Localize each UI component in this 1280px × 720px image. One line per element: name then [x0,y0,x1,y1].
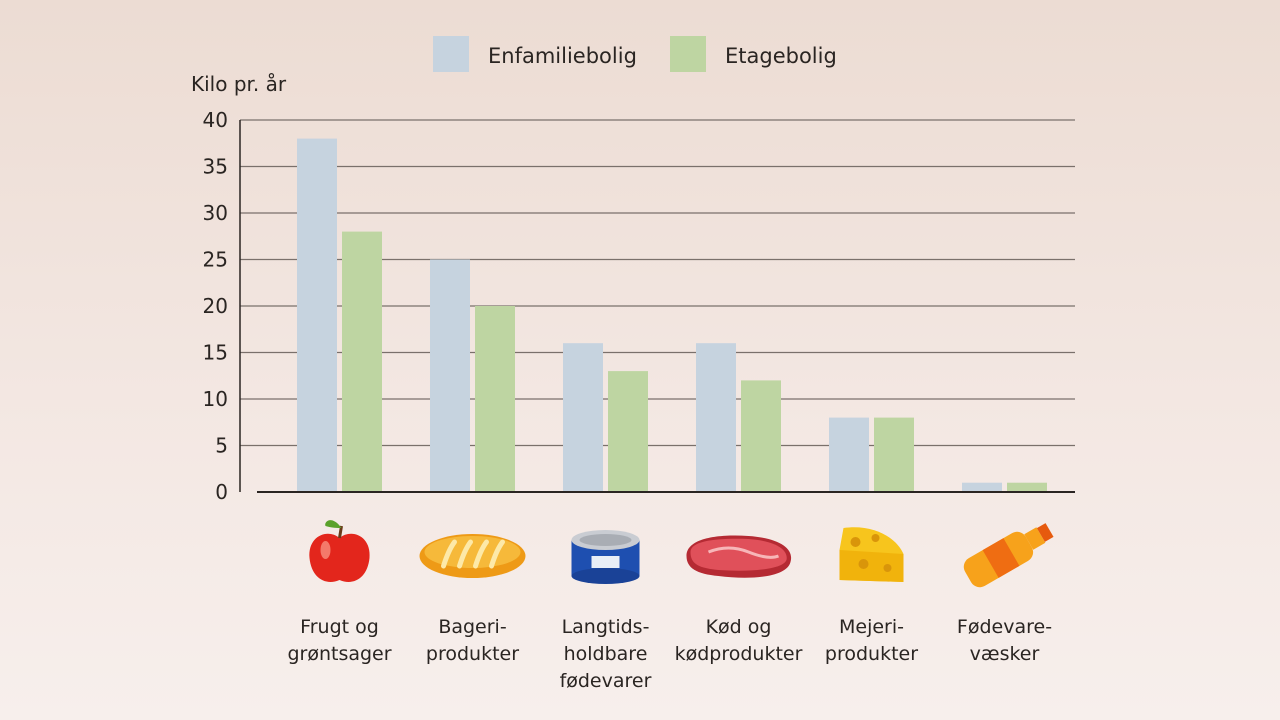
x-tick-label-line: Mejeri- [839,616,904,638]
can-label [591,556,620,568]
bar [608,371,648,492]
bar [1007,482,1047,492]
bread-slash [473,539,489,569]
bar [874,417,914,492]
apple-leaf [325,520,342,528]
legend-swatch [433,36,469,72]
y-tick-label: 35 [203,155,228,179]
x-tick-label-line: grøntsager [287,643,391,665]
x-tick-label-line: produkter [825,643,918,665]
bar [696,343,736,492]
x-tick-label-line: holdbare [564,643,648,665]
apple-shine [320,541,331,559]
x-tick-label-line: kødprodukter [675,643,803,665]
y-tick-label: 10 [203,387,228,411]
x-tick-label-line: produkter [426,643,519,665]
x-tick-label: Frugt og grøntsager [287,616,391,665]
canned-food-icon [571,530,640,584]
bar [962,482,1002,492]
x-tick-label-line: fødevarer [560,670,652,692]
x-tick-label: Mejeri-produkter [825,616,918,665]
bread-slash [441,539,457,569]
bar [829,417,869,492]
bottle-neck [1024,527,1046,550]
bar [475,306,515,492]
juice-bottle-icon [963,523,1054,588]
bread-top [424,536,521,568]
x-tick-label-line: Frugt og [300,616,379,638]
x-tick-label: Langtids-holdbare fødevarer [560,616,652,692]
y-tick-label: 5 [215,434,228,458]
x-tick-label-line: Fødevare- [957,616,1052,638]
cheese-hole [858,559,869,569]
legend-label: Enfamiliebolig [488,44,637,68]
y-tick-label: 40 [203,108,228,132]
legend-label: Etagebolig [725,44,837,68]
can-bottom [571,568,640,584]
x-tick-label-line: væsker [970,643,1040,665]
bar [563,343,603,492]
bottle-cap [1036,523,1054,542]
bottle-label [982,538,1020,578]
y-tick-label: 20 [203,294,228,318]
y-tick-label: 0 [215,480,228,504]
bar [741,380,781,492]
meat-top [690,538,787,571]
y-tick-label: 25 [203,248,228,272]
apple-body [309,533,370,582]
bread-slash [489,539,505,569]
meat-marbling [707,546,780,559]
bread-slash [457,539,473,569]
juice-bottle [963,523,1054,588]
x-tick-label: Bageri-produkter [426,616,519,665]
cheese-hole [850,537,861,547]
y-tick-label: 30 [203,201,228,225]
legend-swatch [670,36,706,72]
cheese-hole [883,564,892,572]
cheese-hole [871,534,880,542]
bar [430,259,470,492]
x-tick-label-line: Langtids- [562,616,650,638]
cheese-icon [839,527,904,582]
x-tick-label: Fødevare-væsker [957,616,1052,665]
apple-icon [309,520,370,582]
bread-icon [419,534,526,578]
bar [342,231,382,492]
x-tick-label: Kød og kødprodukter [675,616,803,665]
meat-icon [686,535,792,578]
y-tick-label: 15 [203,341,228,365]
bar [297,138,337,492]
y-axis-label: Kilo pr. år [191,72,287,96]
x-tick-label-line: Bageri- [438,616,506,638]
can-lid-inner [579,534,632,546]
cheese-front [839,550,904,582]
x-tick-label-line: Kød og [706,616,772,638]
apple-stem [338,525,343,539]
